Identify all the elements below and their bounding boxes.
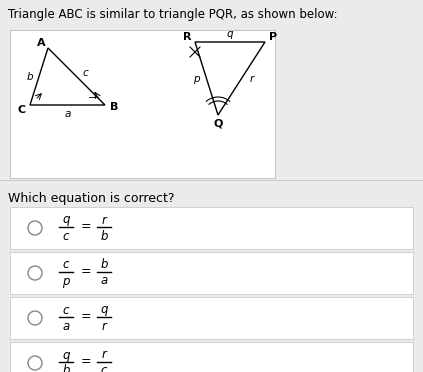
Text: c: c [63,304,69,317]
Text: c: c [63,259,69,272]
Text: c: c [82,68,88,78]
Text: b: b [62,365,70,372]
Text: c: c [101,365,107,372]
Text: Triangle ABC is similar to triangle PQR, as shown below:: Triangle ABC is similar to triangle PQR,… [8,8,338,21]
Bar [10,297,413,339]
Text: =: = [81,266,91,279]
Text: b: b [100,230,108,243]
Text: Q: Q [213,119,222,129]
Text: p: p [62,275,70,288]
Text: =: = [81,356,91,369]
Text: q: q [62,349,70,362]
Text: r: r [250,74,254,83]
Text: r: r [102,214,107,227]
Text: A: A [37,38,45,48]
Text: q: q [62,214,70,227]
Text: p: p [193,74,200,83]
Text: c: c [63,230,69,243]
Text: a: a [100,275,107,288]
Text: r: r [102,349,107,362]
Text: b: b [100,259,108,272]
Text: B: B [110,102,118,112]
Text: a: a [64,109,71,119]
Bar [10,342,413,372]
Text: R: R [183,32,191,42]
Text: P: P [269,32,277,42]
Text: q: q [100,304,108,317]
Text: =: = [81,311,91,324]
Text: q: q [227,29,233,39]
Text: b: b [27,71,33,81]
Text: a: a [62,320,70,333]
Text: Which equation is correct?: Which equation is correct? [8,192,175,205]
Bar [10,252,413,294]
Text: =: = [81,221,91,234]
Bar [10,207,413,249]
Text: C: C [18,105,26,115]
Bar [10,30,275,178]
Text: r: r [102,320,107,333]
